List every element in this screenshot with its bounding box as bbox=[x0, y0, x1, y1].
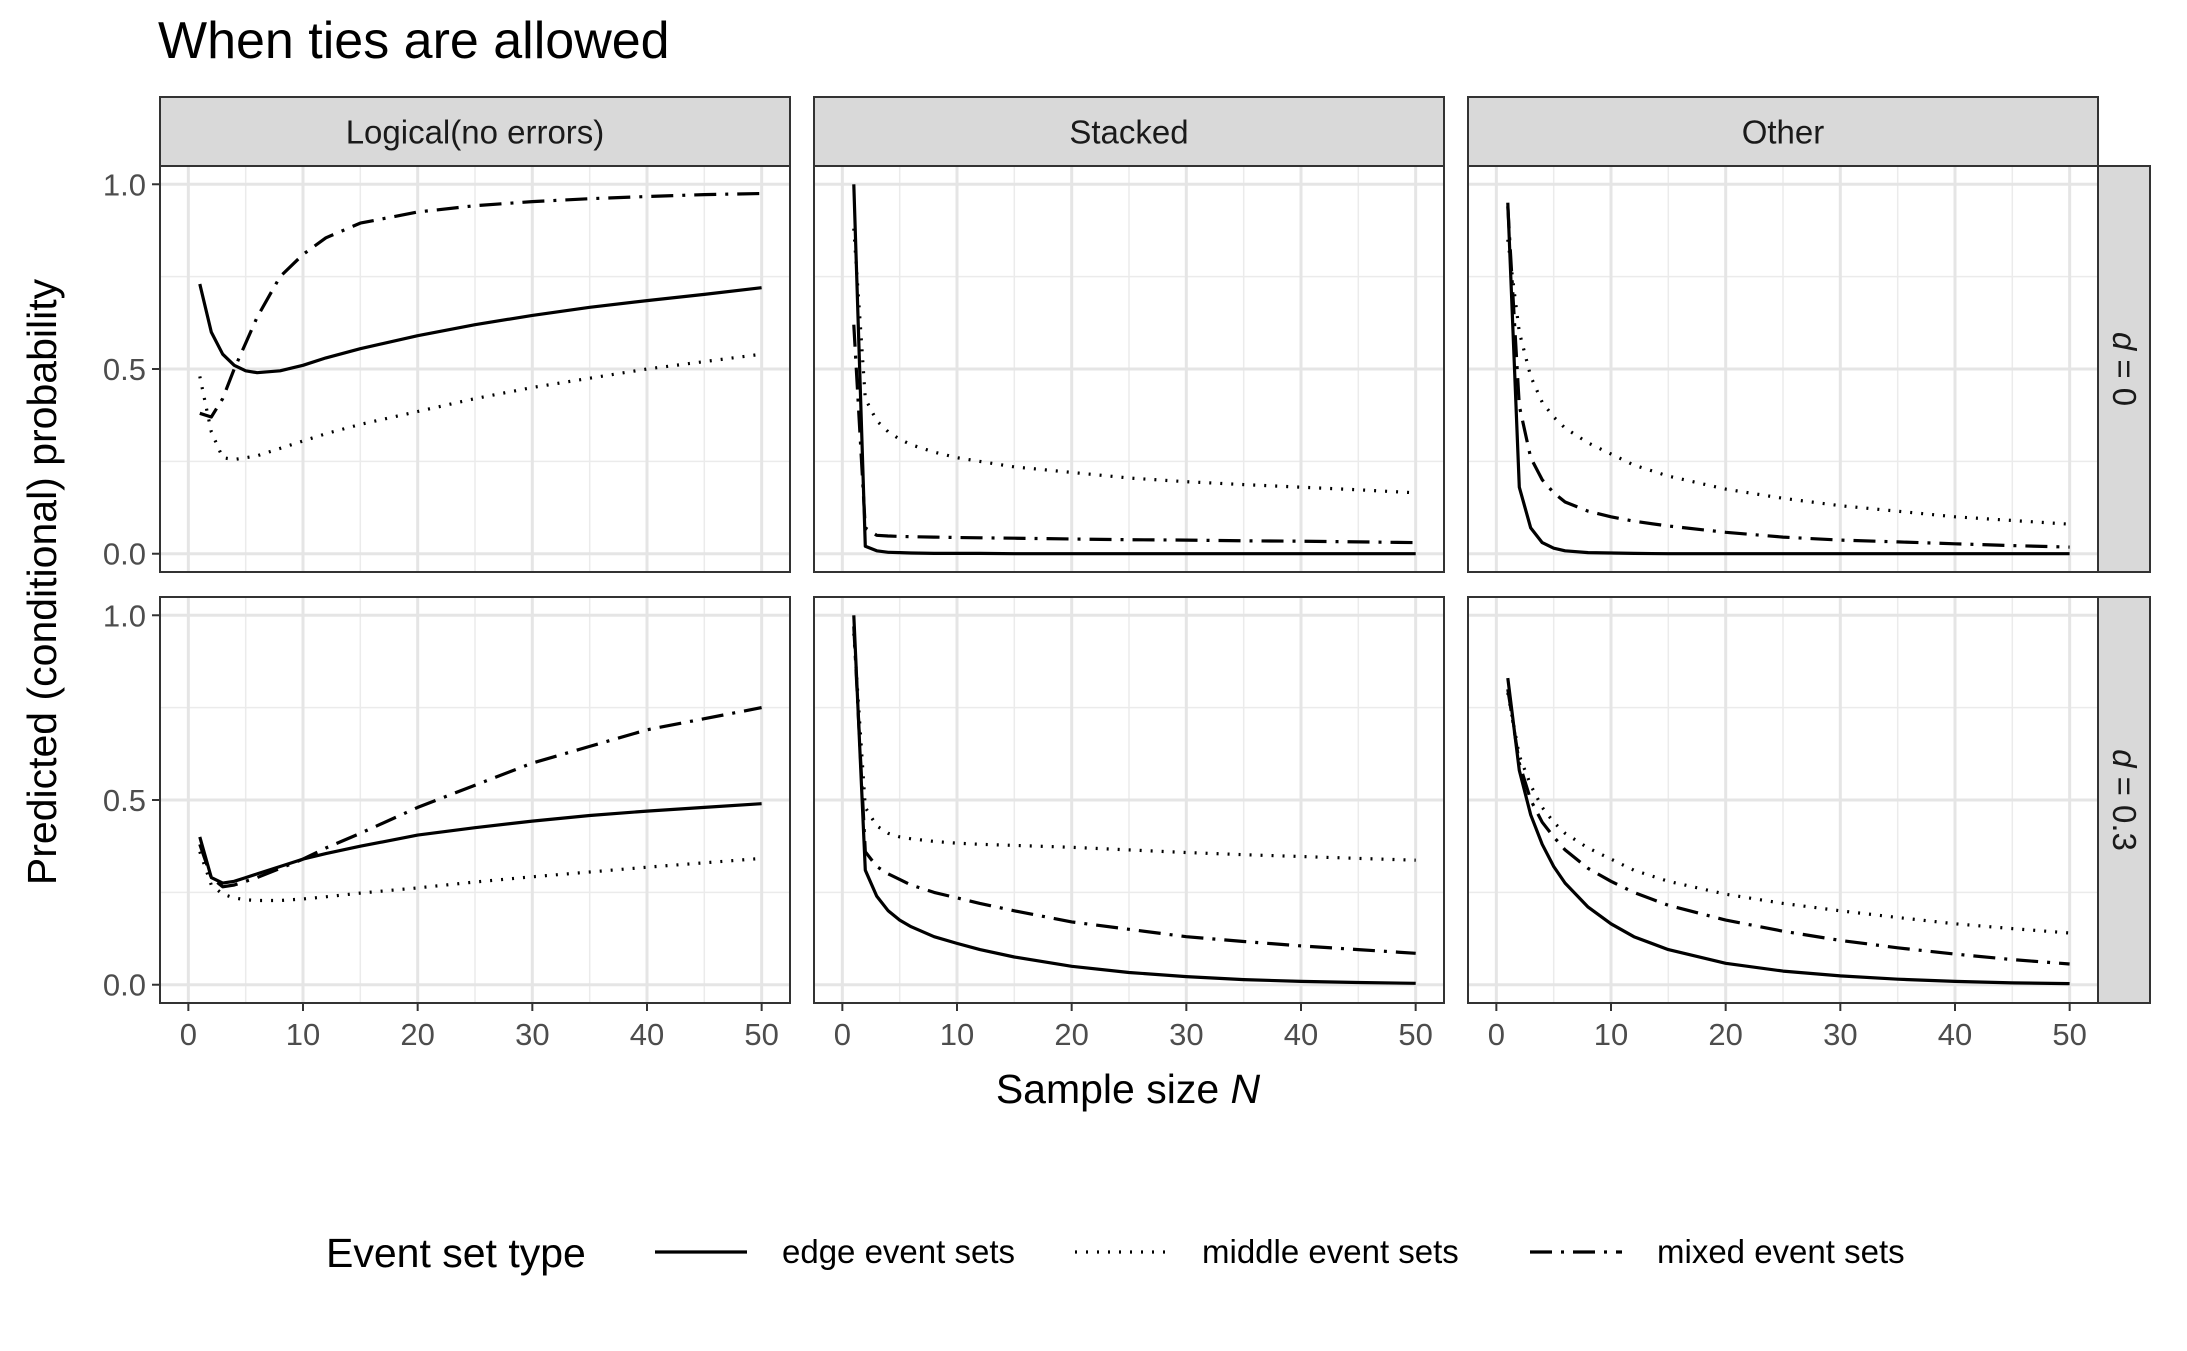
facet-panel bbox=[813, 165, 1445, 573]
facet-strip-label: Other bbox=[1742, 114, 1825, 151]
series-line bbox=[852, 324, 1416, 545]
x-tick-label: 20 bbox=[400, 1017, 434, 1052]
legend: Event set type edge event sets middle even… bbox=[326, 1230, 1905, 1276]
legend-title: Event set type bbox=[326, 1230, 586, 1276]
x-tick-label: 0 bbox=[180, 1017, 197, 1052]
y-tick-label: 1.0 bbox=[103, 598, 146, 633]
legend-entry-label: mixed event sets bbox=[1657, 1233, 1905, 1270]
panel-border bbox=[813, 165, 1445, 573]
legend-entry-label: middle event sets bbox=[1202, 1233, 1459, 1270]
x-tick-label: 30 bbox=[1823, 1017, 1857, 1052]
y-tick-label: 0.0 bbox=[103, 537, 146, 572]
x-tick-label: 20 bbox=[1708, 1017, 1742, 1052]
series-line bbox=[852, 184, 1416, 556]
x-tick-label: 50 bbox=[2052, 1017, 2086, 1052]
series-line bbox=[198, 802, 762, 885]
x-tick-label: 50 bbox=[1398, 1017, 1432, 1052]
x-tick-label: 20 bbox=[1054, 1017, 1088, 1052]
series-line bbox=[199, 191, 762, 419]
panel-border bbox=[1467, 165, 2099, 573]
x-tick-label: 0 bbox=[1488, 1017, 1505, 1052]
facet-strip-right bbox=[2097, 596, 2151, 1004]
series-line bbox=[1506, 677, 2070, 986]
facet-panel bbox=[1467, 165, 2099, 573]
legend-entry-label: edge event sets bbox=[782, 1233, 1015, 1270]
facet-strip-right bbox=[2097, 165, 2151, 573]
facet-strip-top bbox=[159, 96, 791, 167]
facet-panels: Logical(no errors) Stacked Other d = 0 d = 0… bbox=[103, 96, 2151, 1052]
series-line bbox=[1506, 206, 2070, 549]
facet-strip-label: Logical(no errors) bbox=[346, 114, 605, 151]
facet-strip-label: Stacked bbox=[1069, 114, 1188, 151]
y-tick-label: 1.0 bbox=[103, 167, 146, 202]
x-tick-label: 40 bbox=[1284, 1017, 1318, 1052]
x-tick-label: 10 bbox=[940, 1017, 974, 1052]
y-tick-label: 0.0 bbox=[103, 968, 146, 1003]
series-line bbox=[1506, 202, 2070, 556]
facet-strip-label: d = 0 bbox=[2106, 332, 2143, 406]
facet-panel: 0.0 0.5 1.0 0 10 20 30 40 50 bbox=[103, 596, 791, 1052]
x-axis-title: Sample size N bbox=[996, 1066, 1261, 1112]
x-tick-label: 10 bbox=[286, 1017, 320, 1052]
facet-panel: 0 10 20 30 40 50 bbox=[813, 596, 1445, 1052]
series-line bbox=[1506, 688, 2070, 966]
series-line bbox=[198, 283, 762, 375]
x-tick-label: 30 bbox=[515, 1017, 549, 1052]
x-tick-label: 40 bbox=[630, 1017, 664, 1052]
x-tick-label: 50 bbox=[744, 1017, 778, 1052]
facet-panel: 0 10 20 30 40 50 bbox=[1467, 596, 2099, 1052]
facet-strip-top bbox=[813, 96, 1445, 167]
series-line bbox=[198, 706, 762, 889]
x-tick-label: 40 bbox=[1938, 1017, 1972, 1052]
y-axis-title: Predicted (conditional) probability bbox=[19, 278, 65, 885]
panel-border bbox=[1467, 596, 2099, 1004]
x-tick-label: 10 bbox=[1594, 1017, 1628, 1052]
y-tick-label: 0.5 bbox=[103, 352, 146, 387]
x-tick-label: 30 bbox=[1169, 1017, 1203, 1052]
panel-border bbox=[813, 596, 1445, 1004]
series-line bbox=[852, 228, 1416, 495]
chart-title: When ties are allowed bbox=[158, 12, 670, 70]
series-line bbox=[852, 615, 1416, 985]
facet-strip-label: d = 0.3 bbox=[2106, 749, 2143, 851]
y-tick-label: 0.5 bbox=[103, 783, 146, 818]
series-line bbox=[852, 626, 1416, 955]
x-tick-label: 0 bbox=[834, 1017, 851, 1052]
facet-panel: 0.0 0.5 1.0 bbox=[103, 165, 791, 573]
